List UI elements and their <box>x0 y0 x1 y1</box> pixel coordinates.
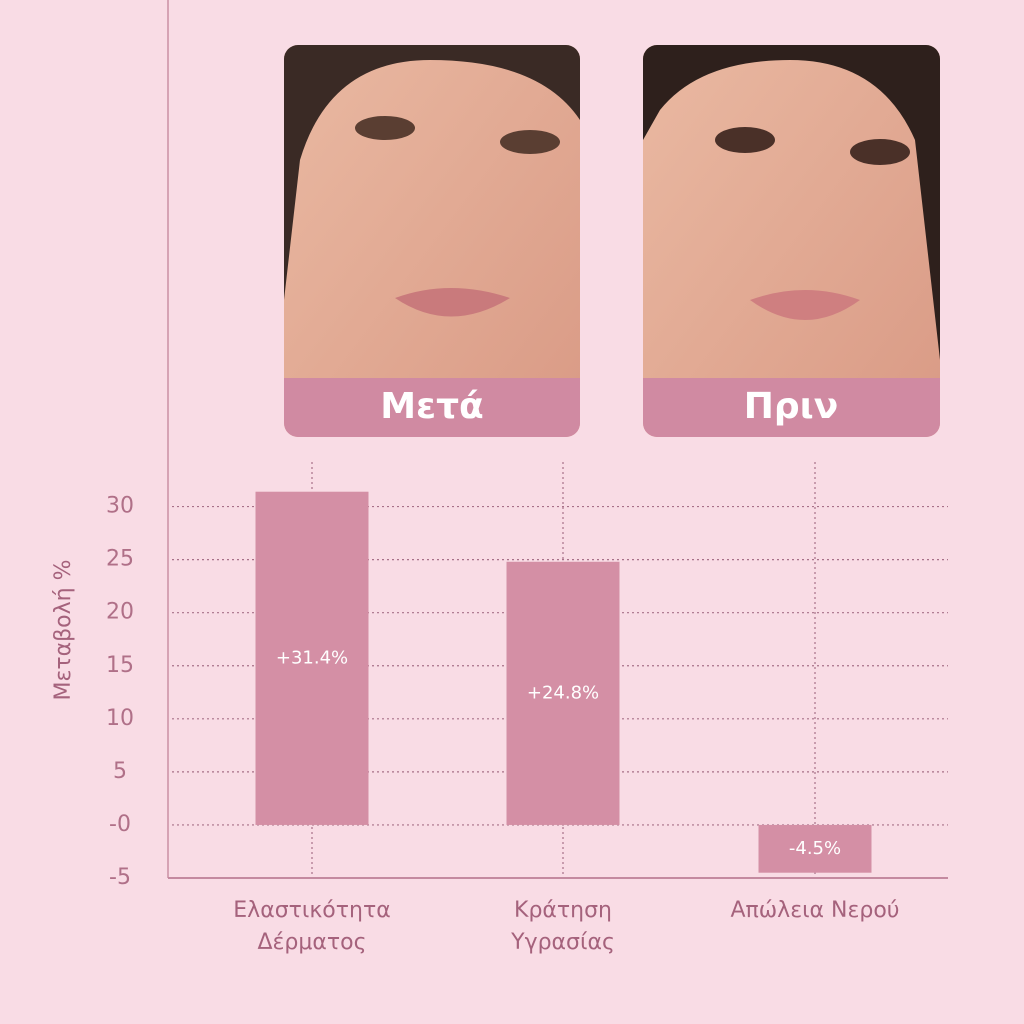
photo-before: Πριν <box>643 45 940 437</box>
x-tick-label: Απώλεια Νερού <box>730 898 900 923</box>
y-tick-label: -0 <box>109 812 131 837</box>
y-tick-label: 15 <box>106 653 134 678</box>
y-tick-label: -5 <box>109 865 131 890</box>
y-tick-label: 30 <box>106 494 134 519</box>
bar <box>506 561 620 825</box>
x-tick-label: Ελαστικότητα Δέρματος <box>233 898 391 955</box>
photo-after: Μετά <box>284 45 580 437</box>
x-tick-label: Κράτηση Υγρασίας <box>511 898 615 955</box>
panel-label: Πριν <box>744 386 838 427</box>
y-tick-label: 10 <box>106 706 134 731</box>
bar <box>255 491 369 825</box>
y-tick-label: 5 <box>113 759 127 784</box>
y-tick-label: 20 <box>106 600 134 625</box>
y-tick-label: 25 <box>106 547 134 572</box>
value-label: +24.8% <box>527 682 599 703</box>
value-label: +31.4% <box>276 647 348 668</box>
bar <box>758 824 872 873</box>
panel-label: Μετά <box>380 386 484 427</box>
y-axis-label: Μεταβολή % <box>51 560 76 701</box>
value-label: -4.5% <box>789 838 841 859</box>
